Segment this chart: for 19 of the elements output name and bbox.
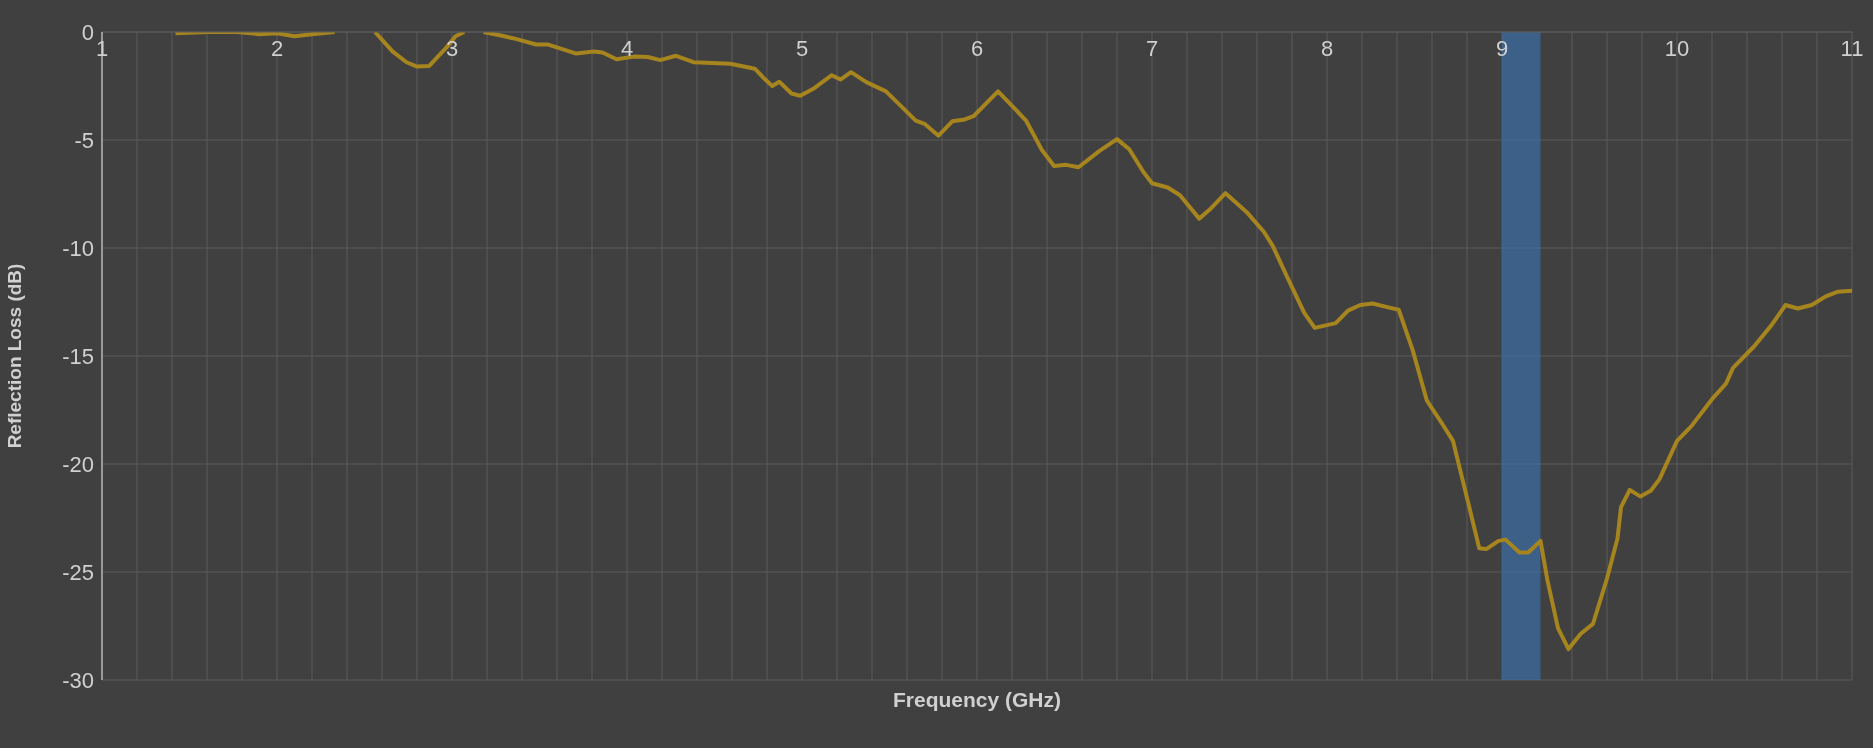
y-tick-label: -30 [62,667,94,693]
y-tick-label: -20 [62,451,94,477]
x-tick-label: 11 [1840,35,1864,61]
x-tick-label: 3 [445,35,459,61]
x-tick-label: 8 [1320,35,1334,61]
y-tick-label: -15 [62,343,94,369]
x-axis-title: Frequency (GHz) [892,688,1062,712]
x-tick-label: 2 [270,35,284,61]
x-tick-label: 4 [620,35,634,61]
x-tick-label: 5 [795,35,809,61]
y-tick-label: -25 [62,559,94,585]
x-tick-label: 7 [1145,35,1159,61]
x-tick-label: 10 [1664,35,1690,61]
y-axis-title: Reflection Loss (dB) [3,263,25,449]
y-tick-label: -5 [74,127,94,153]
y-tick-label: -10 [62,235,94,261]
y-tick-label: 0 [81,19,94,45]
x-tick-label: 9 [1495,35,1509,61]
x-tick-label: 6 [970,35,984,61]
